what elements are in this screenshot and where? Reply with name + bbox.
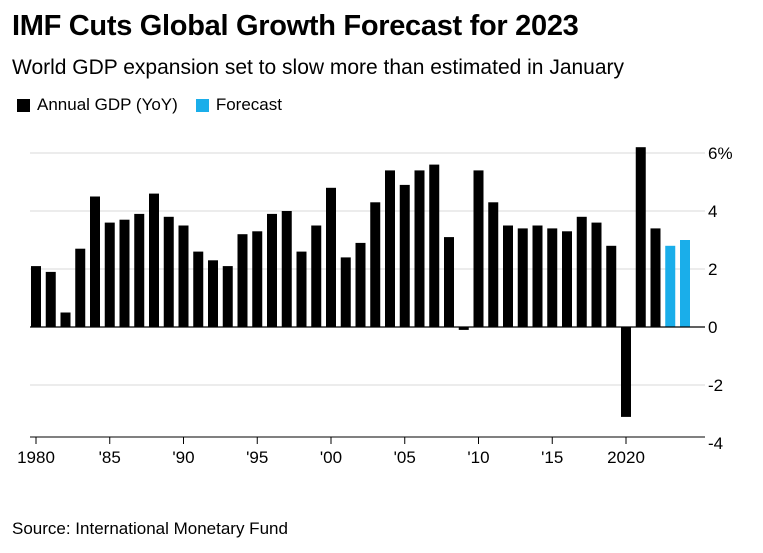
x-tick-label: '85: [99, 448, 121, 467]
x-tick-label: 1980: [17, 448, 55, 467]
bar-2004: [385, 170, 395, 327]
bar-2000: [326, 187, 336, 327]
bar-2003: [370, 202, 381, 327]
bar-2021: [635, 147, 646, 327]
bar-2012: [503, 225, 513, 327]
y-tick-label: 4: [708, 202, 717, 221]
y-tick-label: 6%: [708, 144, 733, 163]
bar-1983: [75, 248, 86, 327]
y-tick-label: 2: [708, 260, 717, 279]
bar-2020: [621, 327, 631, 417]
bar-1998: [296, 251, 307, 327]
x-tick-label: '90: [172, 448, 194, 467]
bar-2022: [650, 228, 661, 327]
legend-swatch-forecast: [195, 98, 209, 112]
bar-1989: [163, 216, 174, 327]
y-tick-label: -4: [708, 434, 723, 453]
x-axis: 1980 '85 '90 '95 '00 '05 '10 '15 2020: [17, 436, 705, 467]
legend-label-annual-gdp: Annual GDP (YoY): [37, 95, 178, 114]
x-tick-label: 2020: [607, 448, 645, 467]
bar-1985: [104, 222, 115, 327]
bar-2011: [488, 202, 499, 327]
chart-title: IMF Cuts Global Growth Forecast for 2023: [12, 10, 579, 42]
gridlines: [30, 152, 705, 386]
bar-1992: [208, 260, 218, 327]
x-tick-label: '95: [246, 448, 268, 467]
x-tick-label: '10: [467, 448, 489, 467]
x-tick-label: '05: [394, 448, 416, 467]
gdp-bar-chart: 6% 4 2 0 -2 -4 1980 '85 '90 '95 '00 '05 '10 '15 2020: [17, 144, 733, 467]
y-tick-label: -2: [708, 376, 723, 395]
bar-1980: [31, 266, 41, 327]
bar-1988: [149, 193, 159, 327]
x-tick-label: '15: [541, 448, 563, 467]
bar-2006: [414, 170, 425, 327]
legend-item-forecast: Forecast: [195, 95, 282, 115]
bar-2015: [547, 228, 558, 327]
bar-2024: [680, 240, 690, 327]
bar-2007: [429, 164, 440, 327]
legend: Annual GDP (YoY) Forecast: [17, 95, 300, 115]
bar-2018: [591, 222, 602, 327]
bar-1993: [222, 266, 233, 327]
bar-2010: [473, 170, 484, 327]
bar-2013: [517, 228, 528, 327]
bar-1984: [90, 196, 100, 327]
bar-2001: [340, 257, 351, 327]
bar-1991: [193, 251, 204, 327]
bar-1990: [178, 225, 189, 327]
chart-subtitle: World GDP expansion set to slow more tha…: [12, 56, 625, 79]
y-tick-label: 0: [708, 318, 717, 337]
y-axis-labels: 6% 4 2 0 -2 -4: [708, 144, 733, 453]
bar-1994: [237, 234, 248, 327]
bar-1981: [45, 271, 56, 327]
bar-2008: [444, 237, 454, 327]
bar-2019: [606, 245, 617, 327]
bar-1982: [60, 312, 71, 327]
bar-2016: [562, 231, 572, 327]
bar-2017: [576, 216, 587, 327]
bar-1996: [267, 213, 277, 327]
bar-2014: [532, 225, 543, 327]
bar-1987: [134, 213, 145, 327]
bar-1995: [252, 231, 263, 327]
x-tick-label: '00: [320, 448, 342, 467]
bar-1986: [119, 219, 130, 327]
bar-2005: [399, 184, 410, 327]
bar-1997: [281, 211, 292, 327]
source-note: Source: International Monetary Fund: [12, 519, 288, 538]
bar-1999: [311, 225, 322, 327]
legend-item-annual-gdp: Annual GDP (YoY): [17, 95, 178, 115]
bars: [31, 147, 690, 417]
bar-2002: [355, 242, 366, 327]
legend-swatch-annual-gdp: [17, 98, 30, 112]
bar-2023: [665, 245, 676, 327]
legend-label-forecast: Forecast: [215, 95, 282, 114]
bar-2009: [458, 327, 469, 330]
